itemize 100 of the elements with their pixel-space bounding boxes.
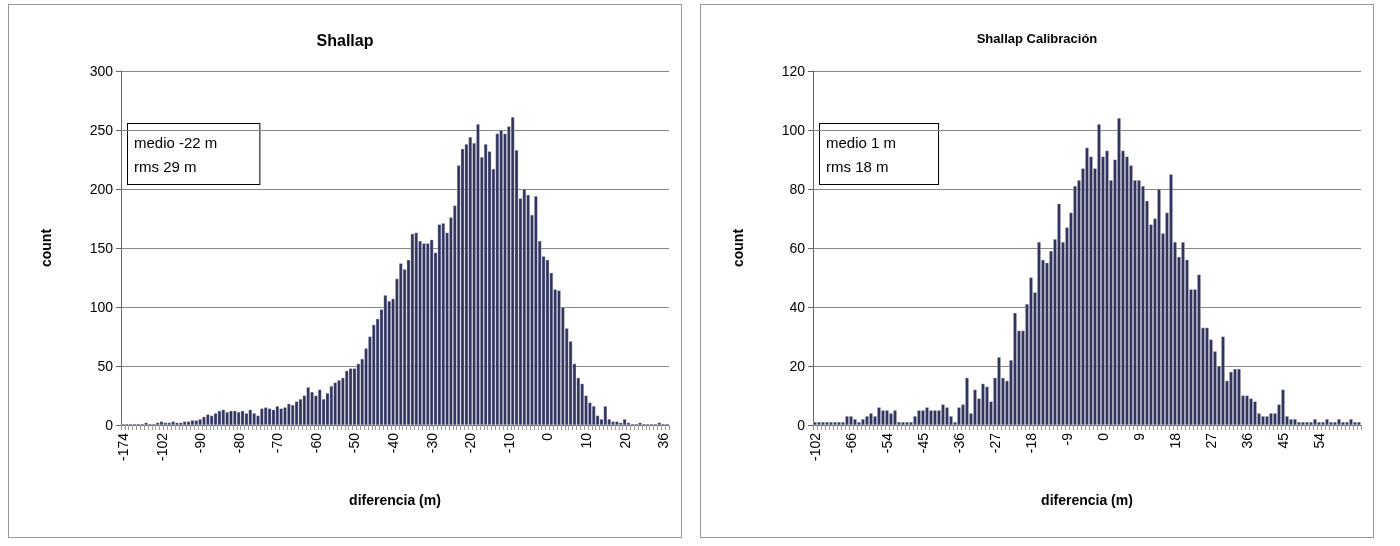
bar xyxy=(1197,274,1201,425)
bar xyxy=(437,224,442,425)
x-tick-label: -174 xyxy=(114,432,131,462)
bar xyxy=(933,410,937,425)
bar xyxy=(817,422,821,425)
y-tick-label: 100 xyxy=(781,122,806,138)
bar xyxy=(881,410,885,425)
bar xyxy=(237,412,241,425)
bar xyxy=(348,368,353,425)
bar xyxy=(1309,422,1313,425)
bar xyxy=(206,414,210,425)
bar xyxy=(853,419,857,425)
chart-title: Shallap Calibración xyxy=(976,31,1098,46)
bar xyxy=(1157,189,1161,425)
bar xyxy=(260,408,264,425)
bar xyxy=(638,422,642,425)
x-tick-label: 27 xyxy=(1203,432,1219,449)
y-axis-title: count xyxy=(38,228,54,268)
x-tick-label: -90 xyxy=(192,432,209,454)
x-tick-label: -9 xyxy=(1059,432,1075,446)
bar xyxy=(186,421,191,425)
y-tick-label: 300 xyxy=(89,63,114,79)
bar xyxy=(441,223,445,425)
bar xyxy=(929,410,933,425)
y-tick-label: 150 xyxy=(89,240,114,256)
x-tick-label: -45 xyxy=(915,432,931,454)
x-tick-label: -102 xyxy=(807,432,823,462)
bar xyxy=(1205,327,1209,425)
bar xyxy=(283,407,287,425)
bar xyxy=(1325,419,1329,425)
bar xyxy=(499,130,503,425)
bar xyxy=(179,422,183,425)
bar xyxy=(333,382,337,425)
bar xyxy=(414,232,418,425)
x-tick-label: -36 xyxy=(951,432,967,454)
bar xyxy=(422,243,426,425)
bar xyxy=(1265,416,1269,425)
bar xyxy=(1249,398,1253,425)
bar xyxy=(941,404,945,425)
bar xyxy=(1313,419,1317,425)
bar xyxy=(865,416,869,425)
bar xyxy=(1013,312,1017,425)
bar xyxy=(229,410,233,425)
bar xyxy=(217,410,222,425)
bar xyxy=(468,137,472,425)
x-tick-label: 54 xyxy=(1311,432,1327,449)
bar xyxy=(495,133,499,425)
bar xyxy=(329,386,334,425)
bar xyxy=(1269,413,1273,425)
bar xyxy=(1237,368,1241,425)
bar xyxy=(287,403,291,425)
bar xyxy=(622,419,627,425)
bar xyxy=(171,421,175,425)
bar xyxy=(545,259,550,425)
bar xyxy=(1353,422,1357,425)
bar xyxy=(1137,180,1141,425)
bar xyxy=(429,239,434,425)
bar xyxy=(921,410,925,425)
y-tick-label: 250 xyxy=(89,122,114,138)
bar xyxy=(917,410,921,425)
bar xyxy=(1341,422,1345,425)
bar xyxy=(821,422,825,425)
x-tick-label: 36 xyxy=(1239,432,1255,449)
bar xyxy=(845,416,849,425)
bar xyxy=(248,409,252,425)
bar xyxy=(337,380,341,425)
bar xyxy=(861,419,865,425)
bar xyxy=(1181,242,1185,425)
bar xyxy=(973,389,977,425)
bar xyxy=(190,420,195,425)
bar xyxy=(825,422,829,425)
x-axis-title: diferencia (m) xyxy=(1041,492,1133,508)
bar xyxy=(202,416,206,425)
bar xyxy=(1233,368,1237,425)
bar xyxy=(318,389,322,425)
bar xyxy=(1097,124,1101,425)
bar xyxy=(198,419,202,425)
bar xyxy=(209,415,214,425)
bar xyxy=(1029,277,1033,425)
bar xyxy=(1229,371,1233,425)
x-tick-label: -18 xyxy=(1023,432,1039,454)
bar xyxy=(522,189,526,425)
x-tick-label: -30 xyxy=(423,432,440,454)
bar xyxy=(306,387,310,425)
bar xyxy=(837,422,841,425)
y-tick-label: 200 xyxy=(89,181,114,197)
bar xyxy=(163,422,168,425)
bar xyxy=(557,290,561,425)
bar xyxy=(1337,419,1341,425)
bar xyxy=(1085,147,1089,425)
bar xyxy=(1057,203,1061,425)
bar xyxy=(1321,422,1325,425)
bar xyxy=(1221,336,1225,425)
bar xyxy=(813,422,817,425)
bar xyxy=(144,422,148,425)
bar xyxy=(1357,422,1361,425)
x-tick-label: -54 xyxy=(879,432,895,454)
chart-title: Shallap xyxy=(316,31,374,49)
bar xyxy=(1281,389,1285,425)
bar xyxy=(476,124,480,425)
